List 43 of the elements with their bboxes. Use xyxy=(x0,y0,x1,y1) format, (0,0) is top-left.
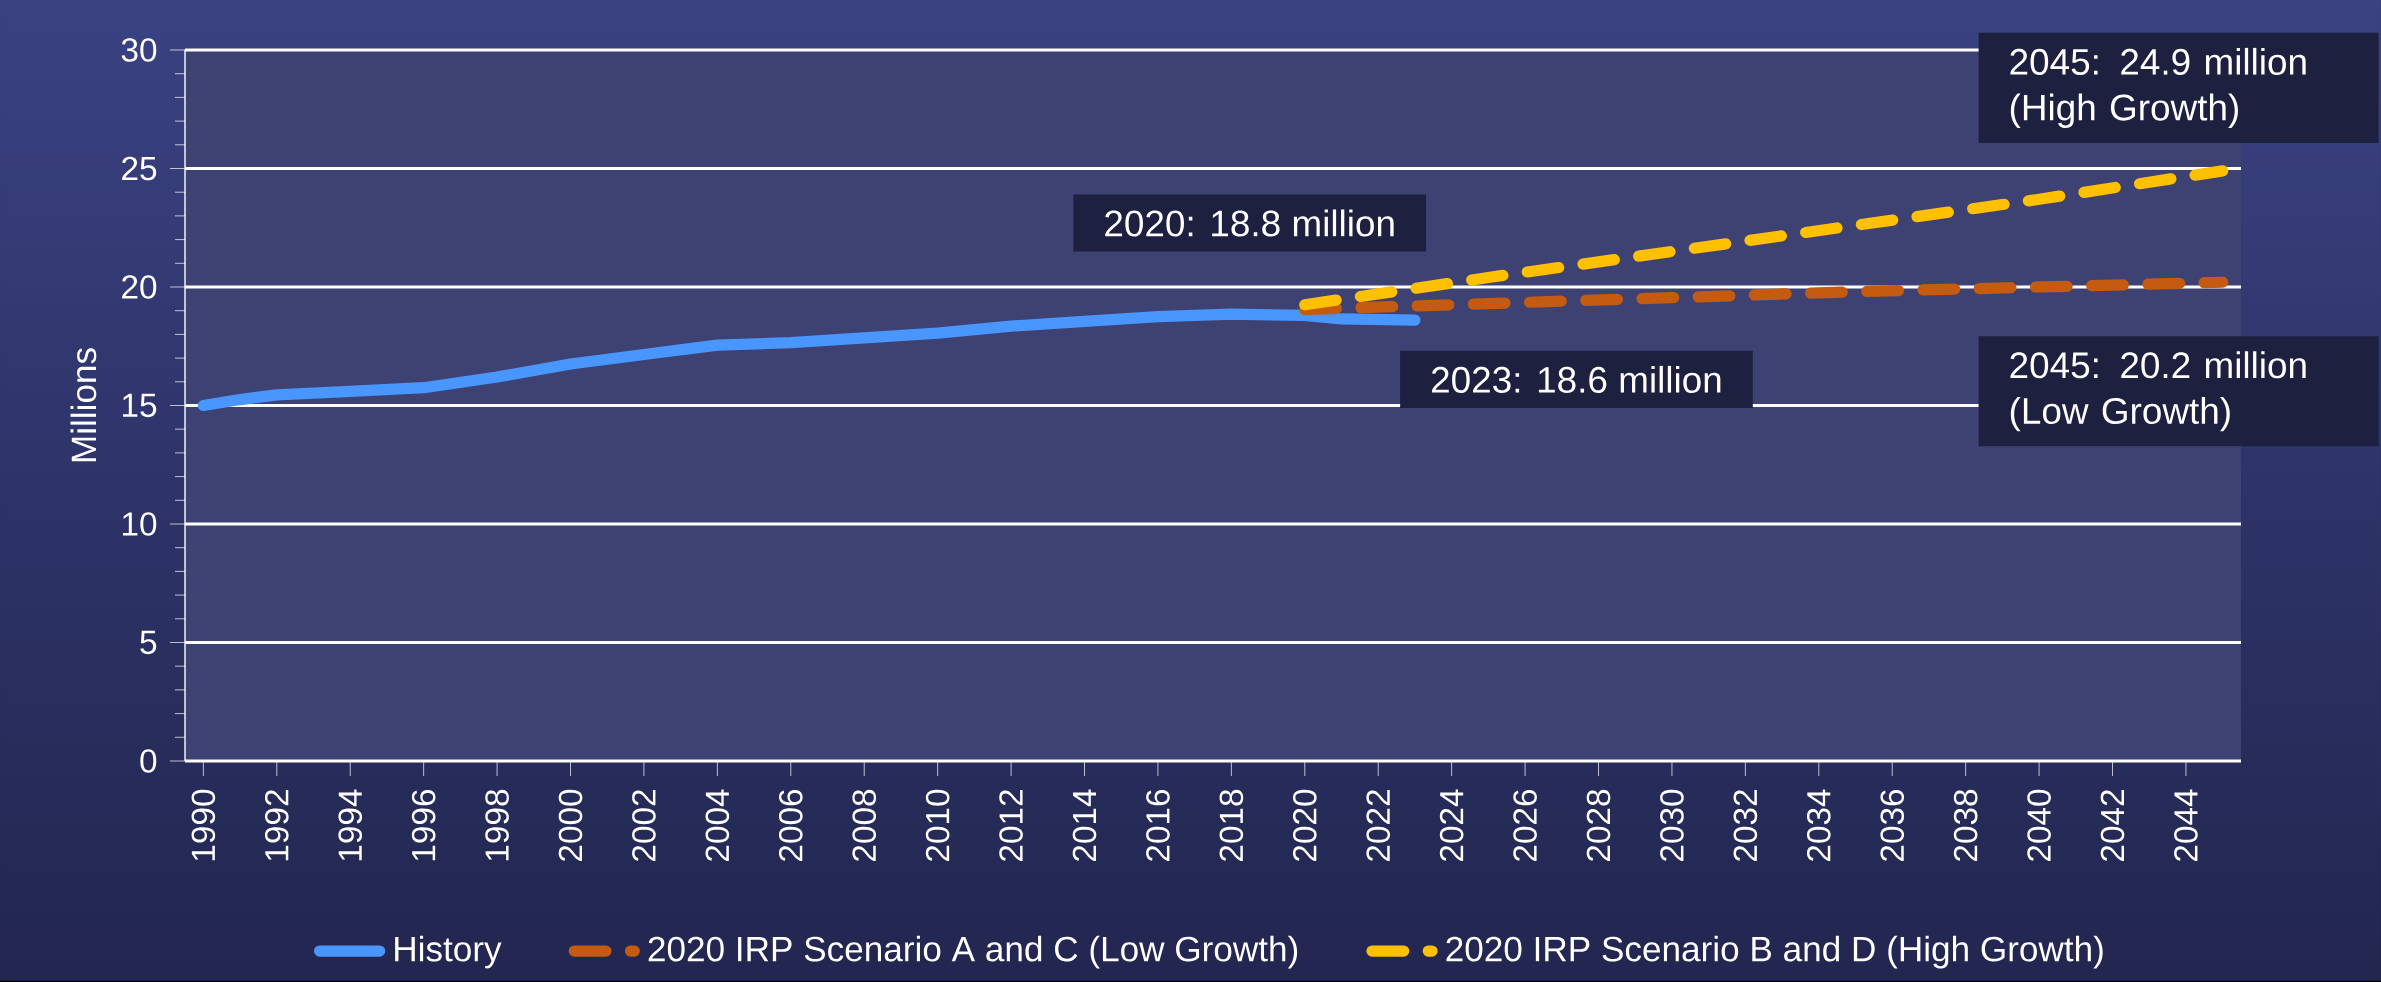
annotation: 2023: 18.6 million xyxy=(1432,365,1721,393)
x-tick-label: 2036 xyxy=(1880,789,1905,862)
x-tick-label: 2004 xyxy=(705,789,730,862)
y-tick-label: 15 xyxy=(122,393,157,418)
x-tick-label: 2006 xyxy=(778,789,803,862)
x-tick-label: 1990 xyxy=(191,789,216,861)
annotation: 2020: 18.8 million xyxy=(1105,209,1394,237)
x-tick-label: 2018 xyxy=(1219,789,1244,862)
x-tick-label: 2020 xyxy=(1292,789,1317,862)
legend-label: History xyxy=(395,935,502,969)
y-tick-label: 30 xyxy=(121,38,157,62)
annotation: 2045: 20.2 million (Low Growth) xyxy=(2010,351,2306,432)
x-tick-label: 2038 xyxy=(1953,789,1978,862)
legend-label: 2020 IRP Scenario B and D (High Growth) xyxy=(1446,935,2103,969)
x-tick-label: 2022 xyxy=(1366,790,1391,862)
x-tick-label: 2032 xyxy=(1733,790,1758,862)
x-tick-label: 1998 xyxy=(485,789,509,861)
x-tick-label: 2026 xyxy=(1513,789,1537,862)
x-tick-label: 2044 xyxy=(2174,789,2198,862)
x-tick-label: 2040 xyxy=(2027,789,2051,862)
x-tick-label: 2012 xyxy=(999,790,1023,862)
y-tick-label: 0 xyxy=(140,749,157,773)
y-tick-label: 5 xyxy=(140,630,157,655)
x-tick-label: 2014 xyxy=(1072,789,1097,862)
x-tick-label: 2010 xyxy=(925,789,950,862)
x-tick-label: 1996 xyxy=(411,789,436,861)
y-axis-title: Millions xyxy=(70,348,97,462)
y-tick-label: 20 xyxy=(122,275,157,299)
legend-label: 2020 IRP Scenario A and C (Low Growth) xyxy=(648,935,1298,969)
x-tick-label: 1992 xyxy=(264,790,289,861)
x-tick-label: 2002 xyxy=(632,790,656,862)
y-tick-label: 25 xyxy=(122,156,157,181)
annotation: 2045: 24.9 million (High Growth) xyxy=(2010,47,2306,128)
x-tick-label: 2000 xyxy=(558,789,583,862)
x-tick-label: 2024 xyxy=(1439,789,1464,862)
x-tick-label: 2016 xyxy=(1146,789,1170,862)
x-tick-label: 2042 xyxy=(2100,790,2125,862)
x-tick-label: 2030 xyxy=(1660,789,1684,862)
x-tick-label: 2028 xyxy=(1586,789,1611,862)
x-tick-label: 2008 xyxy=(852,789,877,862)
x-tick-label: 2034 xyxy=(1806,789,1831,862)
x-tick-label: 1994 xyxy=(338,789,363,861)
y-tick-label: 10 xyxy=(122,512,157,536)
